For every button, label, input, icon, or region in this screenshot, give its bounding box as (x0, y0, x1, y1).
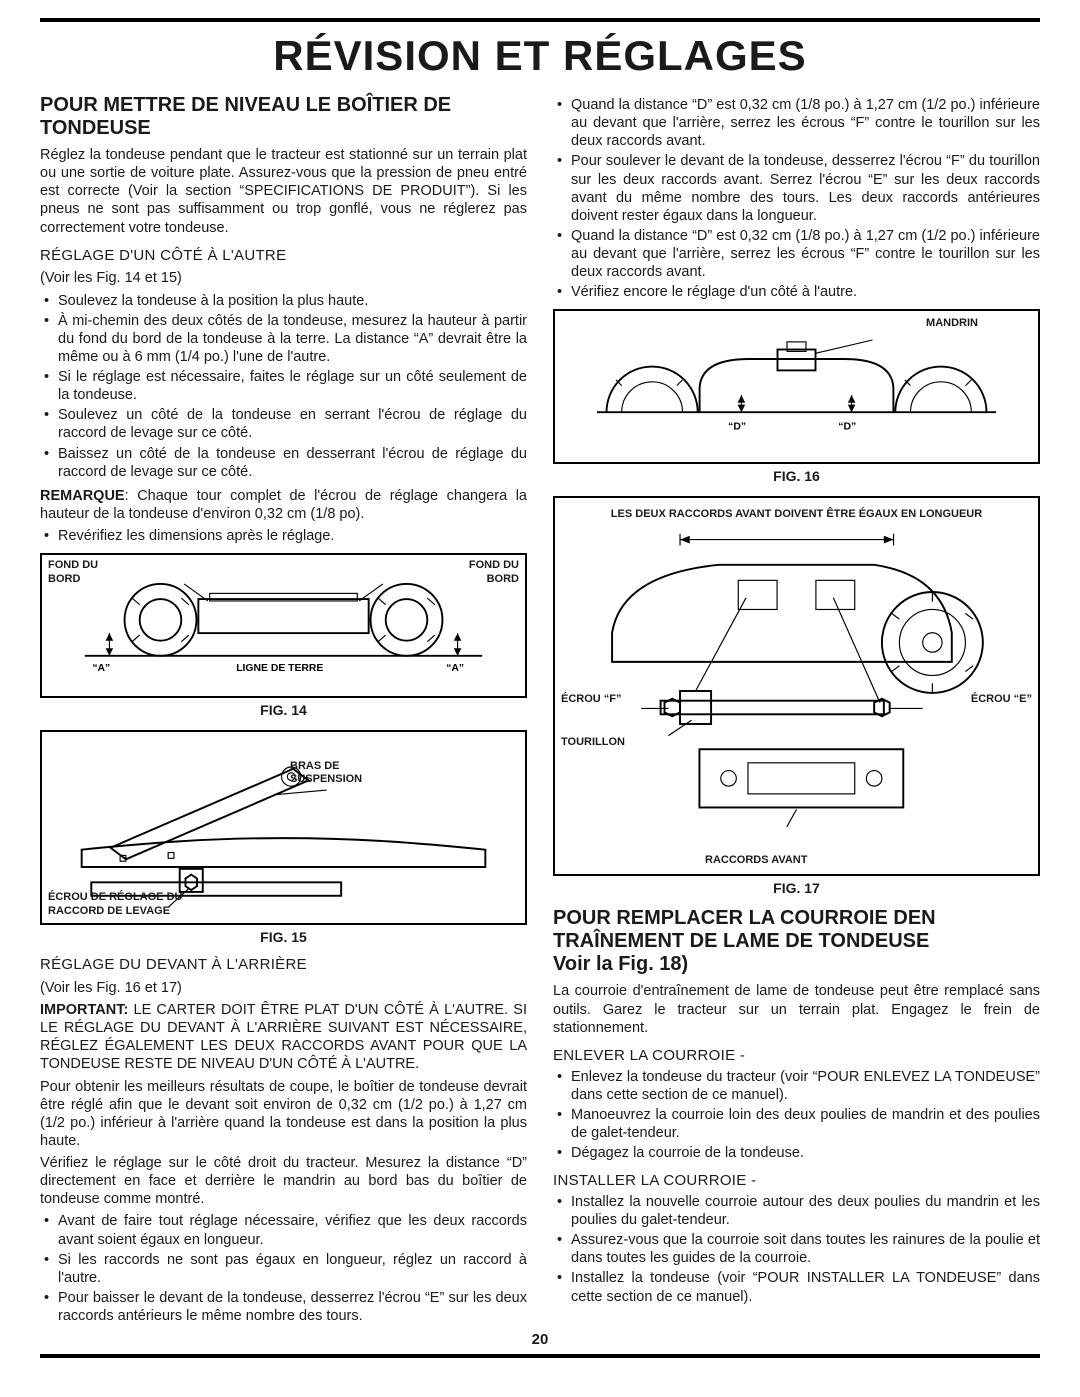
list-item: Enlevez la tondeuse du tracteur (voir “P… (553, 1068, 1040, 1104)
fig17-caption: FIG. 17 (553, 880, 1040, 898)
fig14-caption: FIG. 14 (40, 702, 527, 720)
remark-bullet-list: Revérifiez les dimensions après le régla… (40, 527, 527, 545)
front-para-1: Pour obtenir les meilleurs résultats de … (40, 1078, 527, 1151)
label-fond-bord-right: FOND DU BORD (469, 559, 519, 587)
remark-label: REMARQUE (40, 488, 125, 504)
figure-14-box: “A” “A” LIGNE DE TERRE FOND DU BORD FOND… (40, 553, 527, 698)
heading-level-mower: POUR METTRE DE NIVEAU LE BOÎTIER DE TOND… (40, 94, 527, 140)
list-item: Vérifiez encore le réglage d'un côté à l… (553, 283, 1040, 301)
intro-paragraph: Réglez la tondeuse pendant que le tracte… (40, 146, 527, 237)
figure-16-box: “D” “D” MANDRIN (553, 309, 1040, 464)
list-item: Pour soulever le devant de la tondeuse, … (553, 152, 1040, 225)
fig17-header: LES DEUX RACCORDS AVANT DOIVENT ÊTRE ÉGA… (563, 508, 1030, 522)
figure-14-svg: “A” “A” LIGNE DE TERRE (50, 565, 517, 688)
label-a-left: “A” (92, 663, 110, 674)
label-ecrou-e: ÉCROU “E” (971, 693, 1032, 707)
subheading-install-belt: INSTALLER LA COURROIE - (553, 1172, 1040, 1191)
page-frame: RÉVISION ET RÉGLAGES POUR METTRE DE NIVE… (40, 18, 1040, 1358)
left-column: POUR METTRE DE NIVEAU LE BOÎTIER DE TOND… (40, 94, 527, 1331)
right-top-bullets: Quand la distance “D” est 0,32 cm (1/8 p… (553, 96, 1040, 301)
heading-replace-belt: POUR REMPLACER LA COURROIE DEN TRAÎNEMEN… (553, 907, 1040, 976)
subheading-remove-belt: ENLEVER LA COURROIE - (553, 1047, 1040, 1066)
list-item: Dégagez la courroie de la tondeuse. (553, 1144, 1040, 1162)
front-bullets: Avant de faire tout réglage nécessaire, … (40, 1212, 527, 1325)
belt-intro: La courroie d'entraînement de lame de to… (553, 982, 1040, 1036)
list-item: Si les raccords ne sont pas égaux en lon… (40, 1251, 527, 1287)
install-bullets: Installez la nouvelle courroie autour de… (553, 1193, 1040, 1306)
label-d-right: “D” (838, 422, 856, 433)
page-number: 20 (532, 1331, 549, 1348)
list-item: Avant de faire tout réglage nécessaire, … (40, 1212, 527, 1248)
list-item: Manoeuvrez la courroie loin des deux pou… (553, 1106, 1040, 1142)
label-ecrou-reglage: ÉCROU DE RÉGLAGE DU RACCORD DE LEVAGE (48, 891, 182, 919)
list-item: Soulevez la tondeuse à la position la pl… (40, 292, 527, 310)
heading-replace-belt-line2: Voir la Fig. 18) (553, 953, 1040, 976)
heading-replace-belt-line1: POUR REMPLACER LA COURROIE DEN TRAÎNEMEN… (553, 907, 936, 952)
fig15-caption: FIG. 15 (40, 929, 527, 947)
label-mandrin: MANDRIN (926, 317, 978, 331)
list-item: Quand la distance “D” est 0,32 cm (1/8 p… (553, 227, 1040, 281)
figure-17-box: LES DEUX RACCORDS AVANT DOIVENT ÊTRE ÉGA… (553, 496, 1040, 876)
remark-line: REMARQUE: Chaque tour complet de l'écrou… (40, 487, 527, 523)
label-bras-suspension: BRAS DE SUSPENSION (290, 760, 362, 788)
list-item: Soulevez un côté de la tondeuse en serra… (40, 406, 527, 442)
page-title: RÉVISION ET RÉGLAGES (40, 32, 1040, 80)
front-para-2: Vérifiez le réglage sur le côté droit du… (40, 1154, 527, 1208)
right-column: Quand la distance “D” est 0,32 cm (1/8 p… (553, 94, 1040, 1331)
fig16-caption: FIG. 16 (553, 468, 1040, 486)
label-raccords-avant: RACCORDS AVANT (705, 854, 807, 868)
label-ground-line: LIGNE DE TERRE (236, 663, 323, 674)
fig-reference-16-17: (Voir les Fig. 16 et 17) (40, 979, 527, 997)
list-item: À mi-chemin des deux côtés de la tondeus… (40, 312, 527, 366)
fig-reference-14-15: (Voir les Fig. 14 et 15) (40, 269, 527, 287)
list-item: Pour baisser le devant de la tondeuse, d… (40, 1289, 527, 1325)
page: RÉVISION ET RÉGLAGES POUR METTRE DE NIVE… (0, 0, 1080, 1397)
side-bullets: Soulevez la tondeuse à la position la pl… (40, 292, 527, 481)
list-item: Installez la tondeuse (voir “POUR INSTAL… (553, 1269, 1040, 1305)
two-column-layout: POUR METTRE DE NIVEAU LE BOÎTIER DE TOND… (40, 94, 1040, 1331)
label-tourillon: TOURILLON (561, 736, 625, 750)
important-line: IMPORTANT: LE CARTER DOIT ÊTRE PLAT D'UN… (40, 1001, 527, 1074)
list-item: Installez la nouvelle courroie autour de… (553, 1193, 1040, 1229)
subheading-front-rear: RÉGLAGE DU DEVANT À L'ARRIÈRE (40, 956, 527, 975)
figure-15-box: BRAS DE SUSPENSION ÉCROU DE RÉGLAGE DU R… (40, 730, 527, 925)
label-fond-bord-left: FOND DU BORD (48, 559, 98, 587)
figure-17-svg (563, 526, 1030, 856)
list-item: Baissez un côté de la tondeuse en desser… (40, 445, 527, 481)
figure-15-svg (50, 742, 517, 915)
label-a-right: “A” (446, 663, 464, 674)
label-d-left: “D” (728, 422, 746, 433)
label-ecrou-f: ÉCROU “F” (561, 693, 622, 707)
figure-16-svg: “D” “D” (563, 321, 1030, 454)
subheading-side-to-side: RÉGLAGE D'UN CÔTÉ À L'AUTRE (40, 247, 527, 266)
list-item: Revérifiez les dimensions après le régla… (40, 527, 527, 545)
remove-bullets: Enlevez la tondeuse du tracteur (voir “P… (553, 1068, 1040, 1163)
list-item: Quand la distance “D” est 0,32 cm (1/8 p… (553, 96, 1040, 150)
list-item: Assurez-vous que la courroie soit dans t… (553, 1231, 1040, 1267)
list-item: Si le réglage est nécessaire, faites le … (40, 368, 527, 404)
important-label: IMPORTANT: (40, 1002, 128, 1018)
